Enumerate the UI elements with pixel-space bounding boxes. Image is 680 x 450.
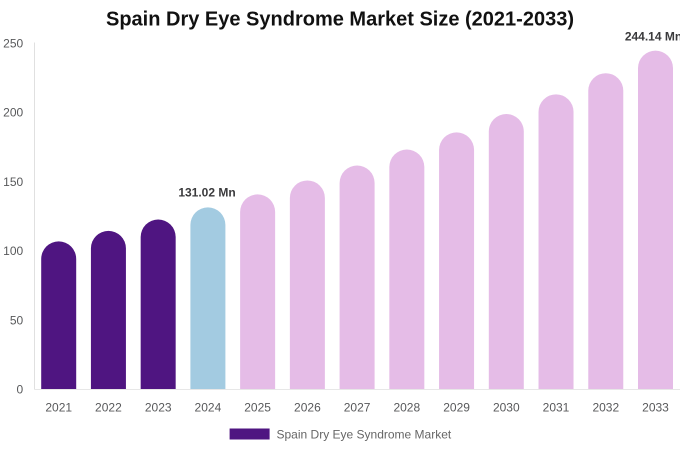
svg-text:2032: 2032: [592, 400, 619, 414]
svg-text:131.02 Mn: 131.02 Mn: [178, 185, 235, 199]
svg-text:2033: 2033: [642, 400, 669, 414]
svg-text:244.14 Mn: 244.14 Mn: [625, 29, 680, 43]
svg-text:2022: 2022: [95, 400, 122, 414]
svg-text:2029: 2029: [443, 400, 470, 414]
svg-text:150: 150: [3, 175, 23, 189]
svg-text:2027: 2027: [344, 400, 371, 414]
svg-text:2025: 2025: [244, 400, 271, 414]
svg-text:200: 200: [3, 106, 23, 120]
svg-text:250: 250: [3, 36, 23, 50]
svg-text:2021: 2021: [45, 400, 72, 414]
svg-text:2028: 2028: [393, 400, 420, 414]
svg-text:Spain Dry Eye Syndrome Market: Spain Dry Eye Syndrome Market: [277, 427, 452, 441]
svg-text:100: 100: [3, 244, 23, 258]
svg-text:2026: 2026: [294, 400, 321, 414]
svg-text:50: 50: [10, 314, 24, 328]
svg-text:0: 0: [17, 383, 24, 397]
svg-text:2031: 2031: [543, 400, 570, 414]
svg-text:Spain Dry Eye Syndrome Market: Spain Dry Eye Syndrome Market Size (2021…: [106, 9, 574, 31]
svg-text:2023: 2023: [145, 400, 172, 414]
svg-text:2030: 2030: [493, 400, 520, 414]
svg-text:2024: 2024: [195, 400, 222, 414]
